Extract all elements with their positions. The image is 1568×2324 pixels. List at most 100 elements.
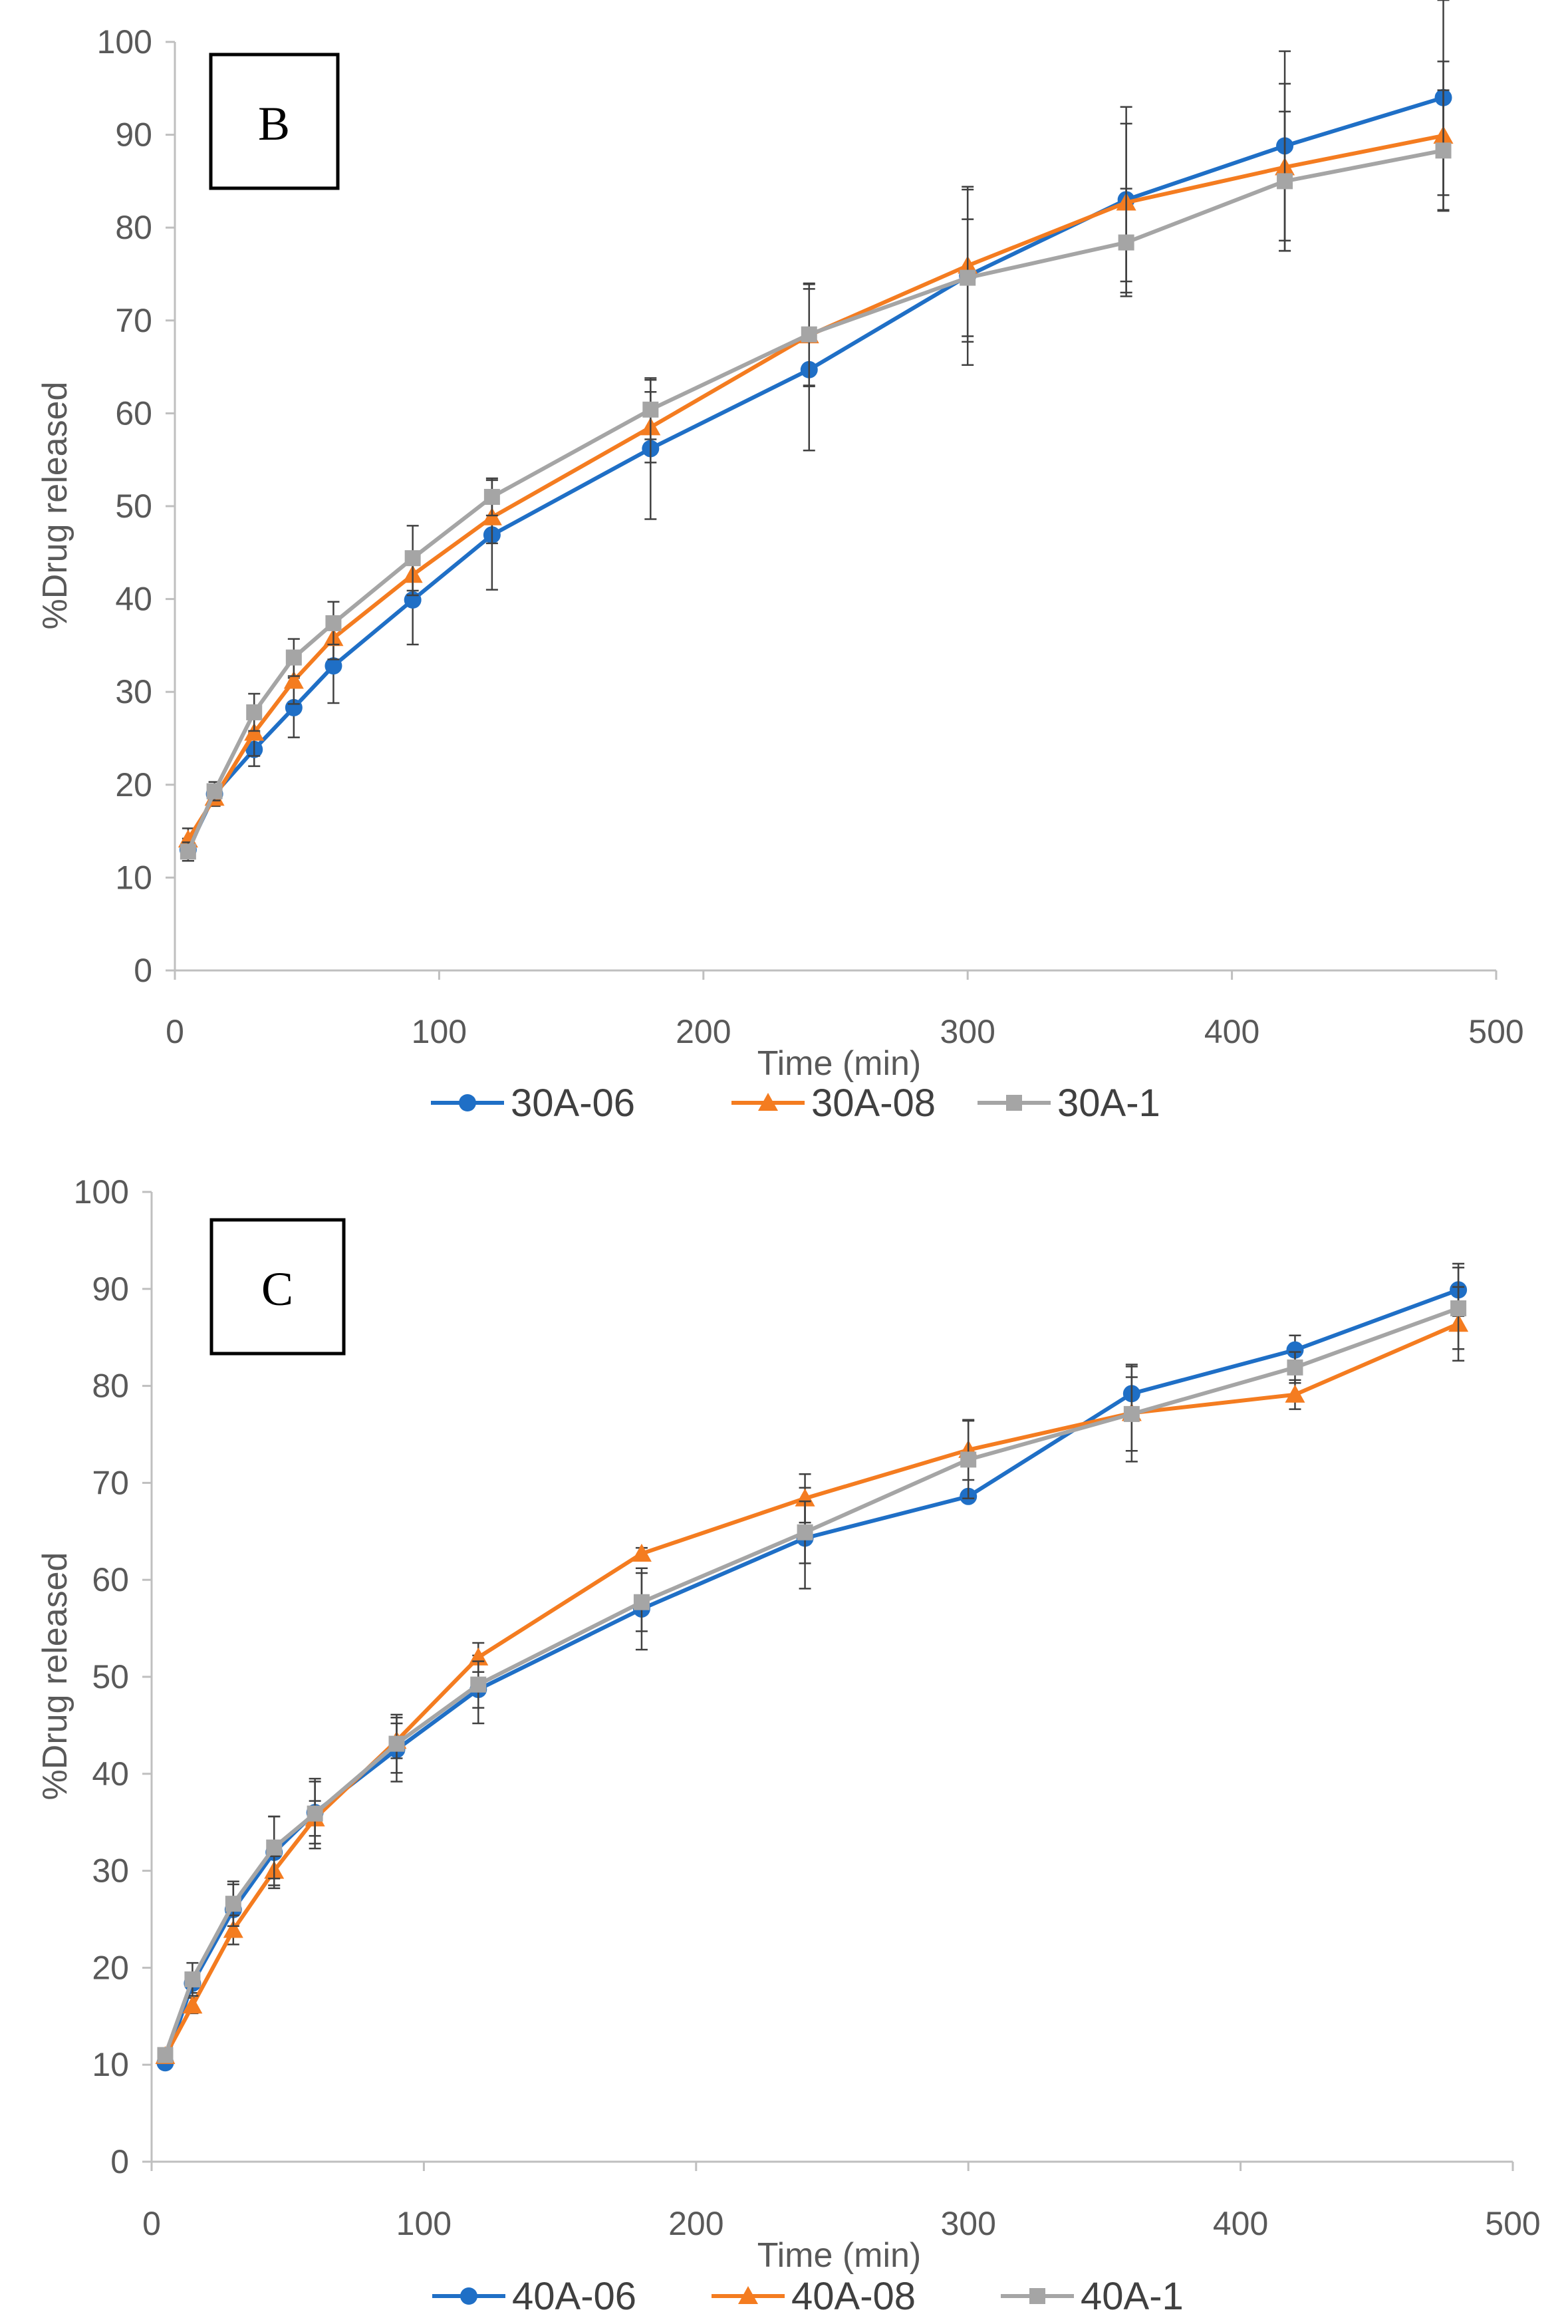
data-point: [206, 783, 223, 799]
x-tick-label: 0: [166, 1013, 184, 1050]
data-point: [285, 649, 302, 666]
series-30A-1: [180, 89, 1452, 862]
data-point: [960, 1451, 977, 1468]
panel-label: B: [258, 97, 290, 150]
legend-marker: [738, 2286, 758, 2304]
series-30A-06: [179, 0, 1452, 862]
x-tick-label: 300: [940, 1013, 995, 1050]
data-point: [1285, 1384, 1305, 1403]
panel-label: C: [261, 1262, 293, 1316]
x-axis-title: Time (min): [757, 2236, 922, 2275]
series-line: [163, 1322, 1460, 2057]
x-tick-label: 400: [1213, 2205, 1268, 2242]
y-tick-label: 100: [97, 23, 152, 61]
data-point: [325, 615, 342, 631]
series-40A-08: [155, 1286, 1469, 2065]
legend-marker: [460, 2287, 477, 2305]
legend-item-40A-08: 40A-08: [712, 2275, 916, 2318]
data-point: [1123, 1405, 1140, 1422]
y-tick-label: 80: [92, 1368, 129, 1405]
chart-panel-c: 0 10 20 30 40 50 60 70 80 90 100 0 100 200 300 400 500 Ti…: [36, 1173, 1541, 2318]
data-point: [642, 401, 659, 418]
legend-item-30A-08: 30A-08: [731, 1082, 936, 1125]
legend-label: 40A-1: [1081, 2275, 1184, 2318]
y-tick-label: 30: [92, 1852, 129, 1890]
panel-label-box: [209, 1218, 346, 1356]
legend-label: 30A-06: [511, 1082, 635, 1125]
x-tick-label: 100: [412, 1013, 467, 1050]
y-tick-label: 60: [115, 394, 152, 432]
series-40A-06: [156, 1262, 1468, 2072]
y-tick-label: 60: [92, 1561, 129, 1598]
data-point: [223, 1920, 243, 1938]
data-point: [960, 269, 976, 286]
series-line: [186, 134, 1444, 841]
series-40A-1: [157, 1266, 1467, 2063]
data-point: [404, 550, 421, 567]
legend-label: 40A-08: [791, 2275, 916, 2318]
y-axis-title: %Drug released: [36, 1552, 74, 1801]
data-point: [307, 1805, 323, 1822]
data-point: [797, 1524, 813, 1540]
data-point: [246, 704, 263, 720]
x-tick-label: 400: [1204, 1013, 1259, 1050]
data-point: [470, 1676, 487, 1693]
x-axis-title: Time (min): [757, 1044, 922, 1083]
x-tick-label: 200: [668, 2205, 723, 2242]
y-tick-label: 70: [115, 302, 152, 339]
y-tick-label: 10: [115, 859, 152, 896]
data-point: [225, 1896, 241, 1912]
data-point: [1287, 1359, 1303, 1376]
legend-label: 40A-06: [512, 2275, 636, 2318]
x-tick-label: 0: [142, 2205, 161, 2242]
data-point: [1450, 1300, 1467, 1316]
data-point: [184, 1971, 201, 1987]
y-tick-label: 80: [115, 209, 152, 246]
series-line: [163, 1288, 1460, 2064]
y-tick-label: 10: [92, 2046, 129, 2083]
y-tick-label: 20: [115, 766, 152, 803]
data-point: [801, 326, 817, 343]
y-tick-label: 90: [92, 1270, 129, 1308]
legend-item-40A-1: 40A-1: [1001, 2275, 1184, 2318]
x-tick-label: 500: [1485, 2205, 1540, 2242]
y-tick-label: 40: [92, 1755, 129, 1793]
data-point: [483, 489, 500, 506]
data-point: [157, 2047, 174, 2063]
y-tick-label: 0: [134, 952, 152, 989]
chart-panel-b: 0 10 20 30 40 50 60 70 80 90 100 0 100 200 300 400 500 Ti…: [36, 0, 1524, 1125]
data-point: [1435, 142, 1452, 159]
legend-item-30A-06: 30A-06: [431, 1082, 635, 1125]
legend-marker: [459, 1094, 476, 1111]
y-tick-label: 20: [92, 1949, 129, 1986]
legend-marker: [758, 1093, 778, 1111]
y-tick-label: 100: [74, 1173, 129, 1211]
x-tick-label: 200: [676, 1013, 731, 1050]
legend-marker: [1029, 2288, 1045, 2304]
data-point: [1118, 234, 1134, 251]
data-point: [481, 507, 502, 525]
y-tick-label: 30: [115, 673, 152, 710]
data-point: [283, 670, 304, 689]
y-tick-label: 40: [115, 581, 152, 618]
series-line: [186, 148, 1444, 853]
x-tick-label: 100: [396, 2205, 452, 2242]
series-line: [163, 1306, 1460, 2056]
y-axis-title: %Drug released: [36, 382, 74, 630]
x-tick-label: 300: [940, 2205, 995, 2242]
data-point: [266, 1839, 283, 1856]
data-point: [633, 1594, 650, 1610]
series-line: [186, 95, 1444, 851]
series-30A-08: [178, 61, 1454, 852]
data-point: [388, 1735, 405, 1752]
legend-marker: [1006, 1095, 1022, 1111]
legend-item-30A-1: 30A-1: [978, 1082, 1160, 1125]
y-tick-label: 0: [110, 2143, 129, 2180]
data-point: [1277, 173, 1293, 190]
x-tick-label: 500: [1468, 1013, 1523, 1050]
panel-label-box: [209, 53, 340, 190]
data-point: [631, 1543, 652, 1562]
y-tick-label: 50: [115, 488, 152, 525]
legend-label: 30A-1: [1057, 1082, 1160, 1125]
